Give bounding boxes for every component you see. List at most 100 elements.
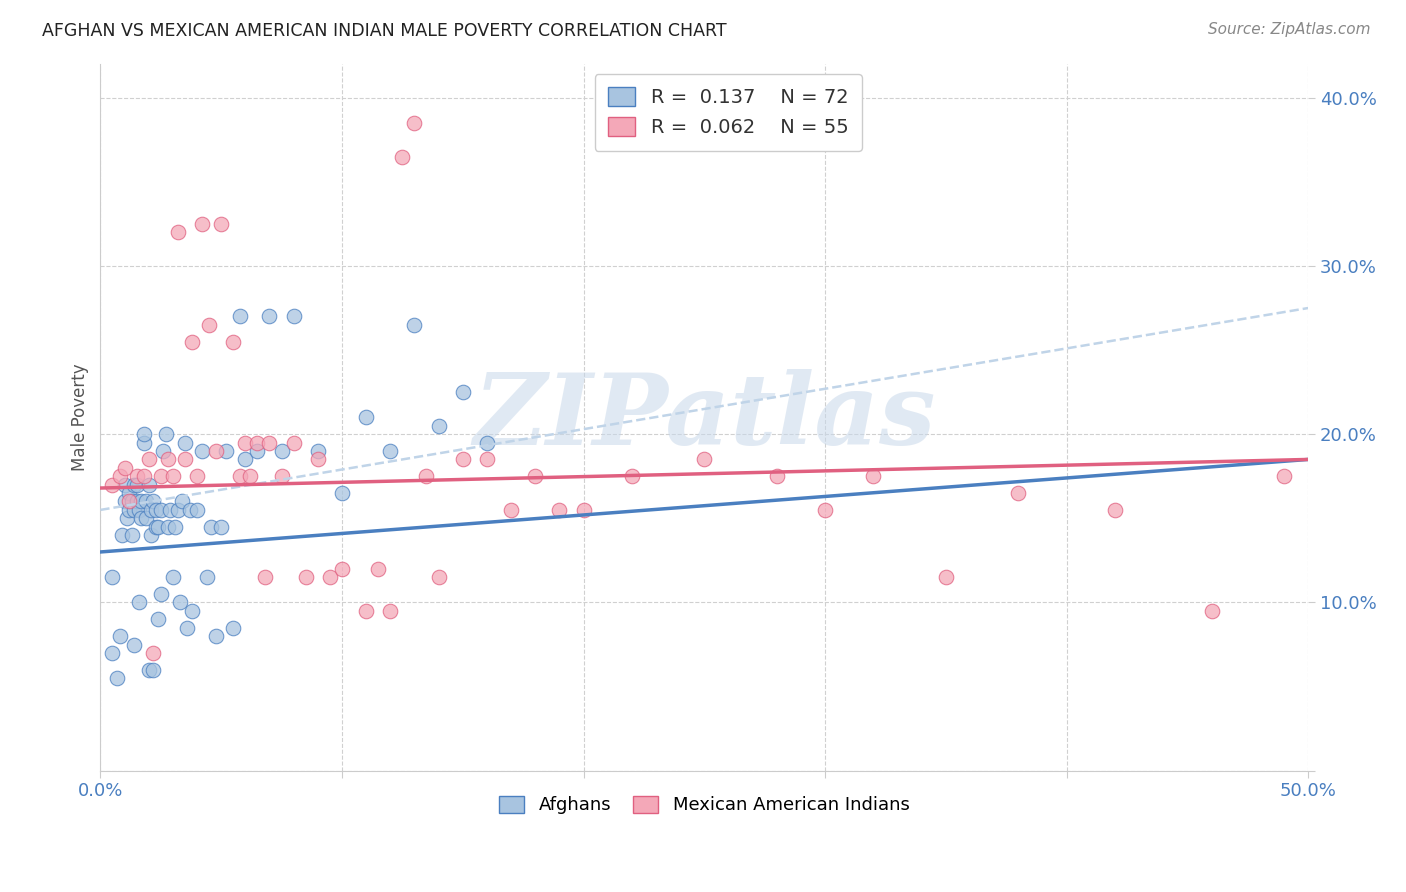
Point: [174, 452, 197, 467]
Point: [186, 469, 208, 483]
Point: [132, 469, 155, 483]
Point: [138, 663, 160, 677]
Point: [354, 410, 377, 425]
Point: [118, 494, 141, 508]
Point: [862, 469, 884, 483]
Point: [215, 444, 238, 458]
Point: [162, 570, 184, 584]
Point: [475, 452, 498, 467]
Text: AFGHAN VS MEXICAN AMERICAN INDIAN MALE POVERTY CORRELATION CHART: AFGHAN VS MEXICAN AMERICAN INDIAN MALE P…: [42, 22, 727, 40]
Point: [114, 477, 136, 491]
Point: [114, 494, 136, 508]
Point: [159, 503, 181, 517]
Point: [131, 511, 153, 525]
Point: [246, 435, 269, 450]
Point: [165, 520, 187, 534]
Point: [404, 318, 426, 332]
Point: [156, 520, 179, 534]
Point: [135, 494, 157, 508]
Point: [205, 629, 228, 643]
Point: [132, 427, 155, 442]
Point: [270, 444, 292, 458]
Point: [145, 520, 167, 534]
Text: ZIPatlas: ZIPatlas: [472, 369, 935, 466]
Point: [198, 318, 221, 332]
Point: [149, 469, 172, 483]
Point: [138, 477, 160, 491]
Point: [283, 310, 305, 324]
Point: [125, 494, 148, 508]
Point: [620, 469, 643, 483]
Point: [233, 452, 256, 467]
Point: [145, 503, 167, 517]
Point: [121, 494, 143, 508]
Point: [229, 310, 252, 324]
Point: [108, 469, 131, 483]
Point: [294, 570, 316, 584]
Point: [125, 477, 148, 491]
Point: [142, 494, 165, 508]
Point: [174, 435, 197, 450]
Point: [259, 435, 281, 450]
Point: [156, 452, 179, 467]
Point: [105, 671, 128, 685]
Point: [205, 444, 228, 458]
Point: [1272, 469, 1295, 483]
Point: [135, 511, 157, 525]
Point: [132, 435, 155, 450]
Point: [118, 486, 141, 500]
Point: [148, 612, 170, 626]
Legend: Afghans, Mexican American Indians: Afghans, Mexican American Indians: [488, 785, 921, 825]
Point: [121, 528, 143, 542]
Point: [354, 604, 377, 618]
Point: [415, 469, 437, 483]
Point: [172, 494, 194, 508]
Point: [259, 310, 281, 324]
Point: [253, 570, 276, 584]
Point: [166, 225, 188, 239]
Point: [169, 595, 191, 609]
Point: [138, 452, 160, 467]
Point: [139, 528, 162, 542]
Point: [149, 587, 172, 601]
Point: [391, 150, 413, 164]
Point: [1201, 604, 1223, 618]
Point: [222, 621, 245, 635]
Point: [229, 469, 252, 483]
Point: [524, 469, 547, 483]
Point: [149, 503, 172, 517]
Point: [191, 217, 214, 231]
Point: [307, 452, 329, 467]
Point: [122, 503, 145, 517]
Point: [233, 435, 256, 450]
Point: [319, 570, 342, 584]
Point: [548, 503, 571, 517]
Point: [115, 511, 138, 525]
Point: [427, 418, 450, 433]
Text: Source: ZipAtlas.com: Source: ZipAtlas.com: [1208, 22, 1371, 37]
Point: [499, 503, 522, 517]
Point: [935, 570, 957, 584]
Point: [475, 435, 498, 450]
Point: [191, 444, 214, 458]
Point: [176, 621, 198, 635]
Point: [114, 460, 136, 475]
Point: [209, 217, 232, 231]
Point: [162, 469, 184, 483]
Point: [186, 503, 208, 517]
Point: [181, 334, 204, 349]
Point: [404, 116, 426, 130]
Point: [195, 570, 218, 584]
Point: [367, 562, 389, 576]
Point: [427, 570, 450, 584]
Point: [125, 469, 148, 483]
Point: [765, 469, 787, 483]
Point: [128, 503, 150, 517]
Point: [139, 503, 162, 517]
Point: [122, 477, 145, 491]
Point: [451, 385, 474, 400]
Point: [142, 646, 165, 660]
Point: [330, 486, 353, 500]
Point: [152, 444, 174, 458]
Y-axis label: Male Poverty: Male Poverty: [72, 364, 89, 471]
